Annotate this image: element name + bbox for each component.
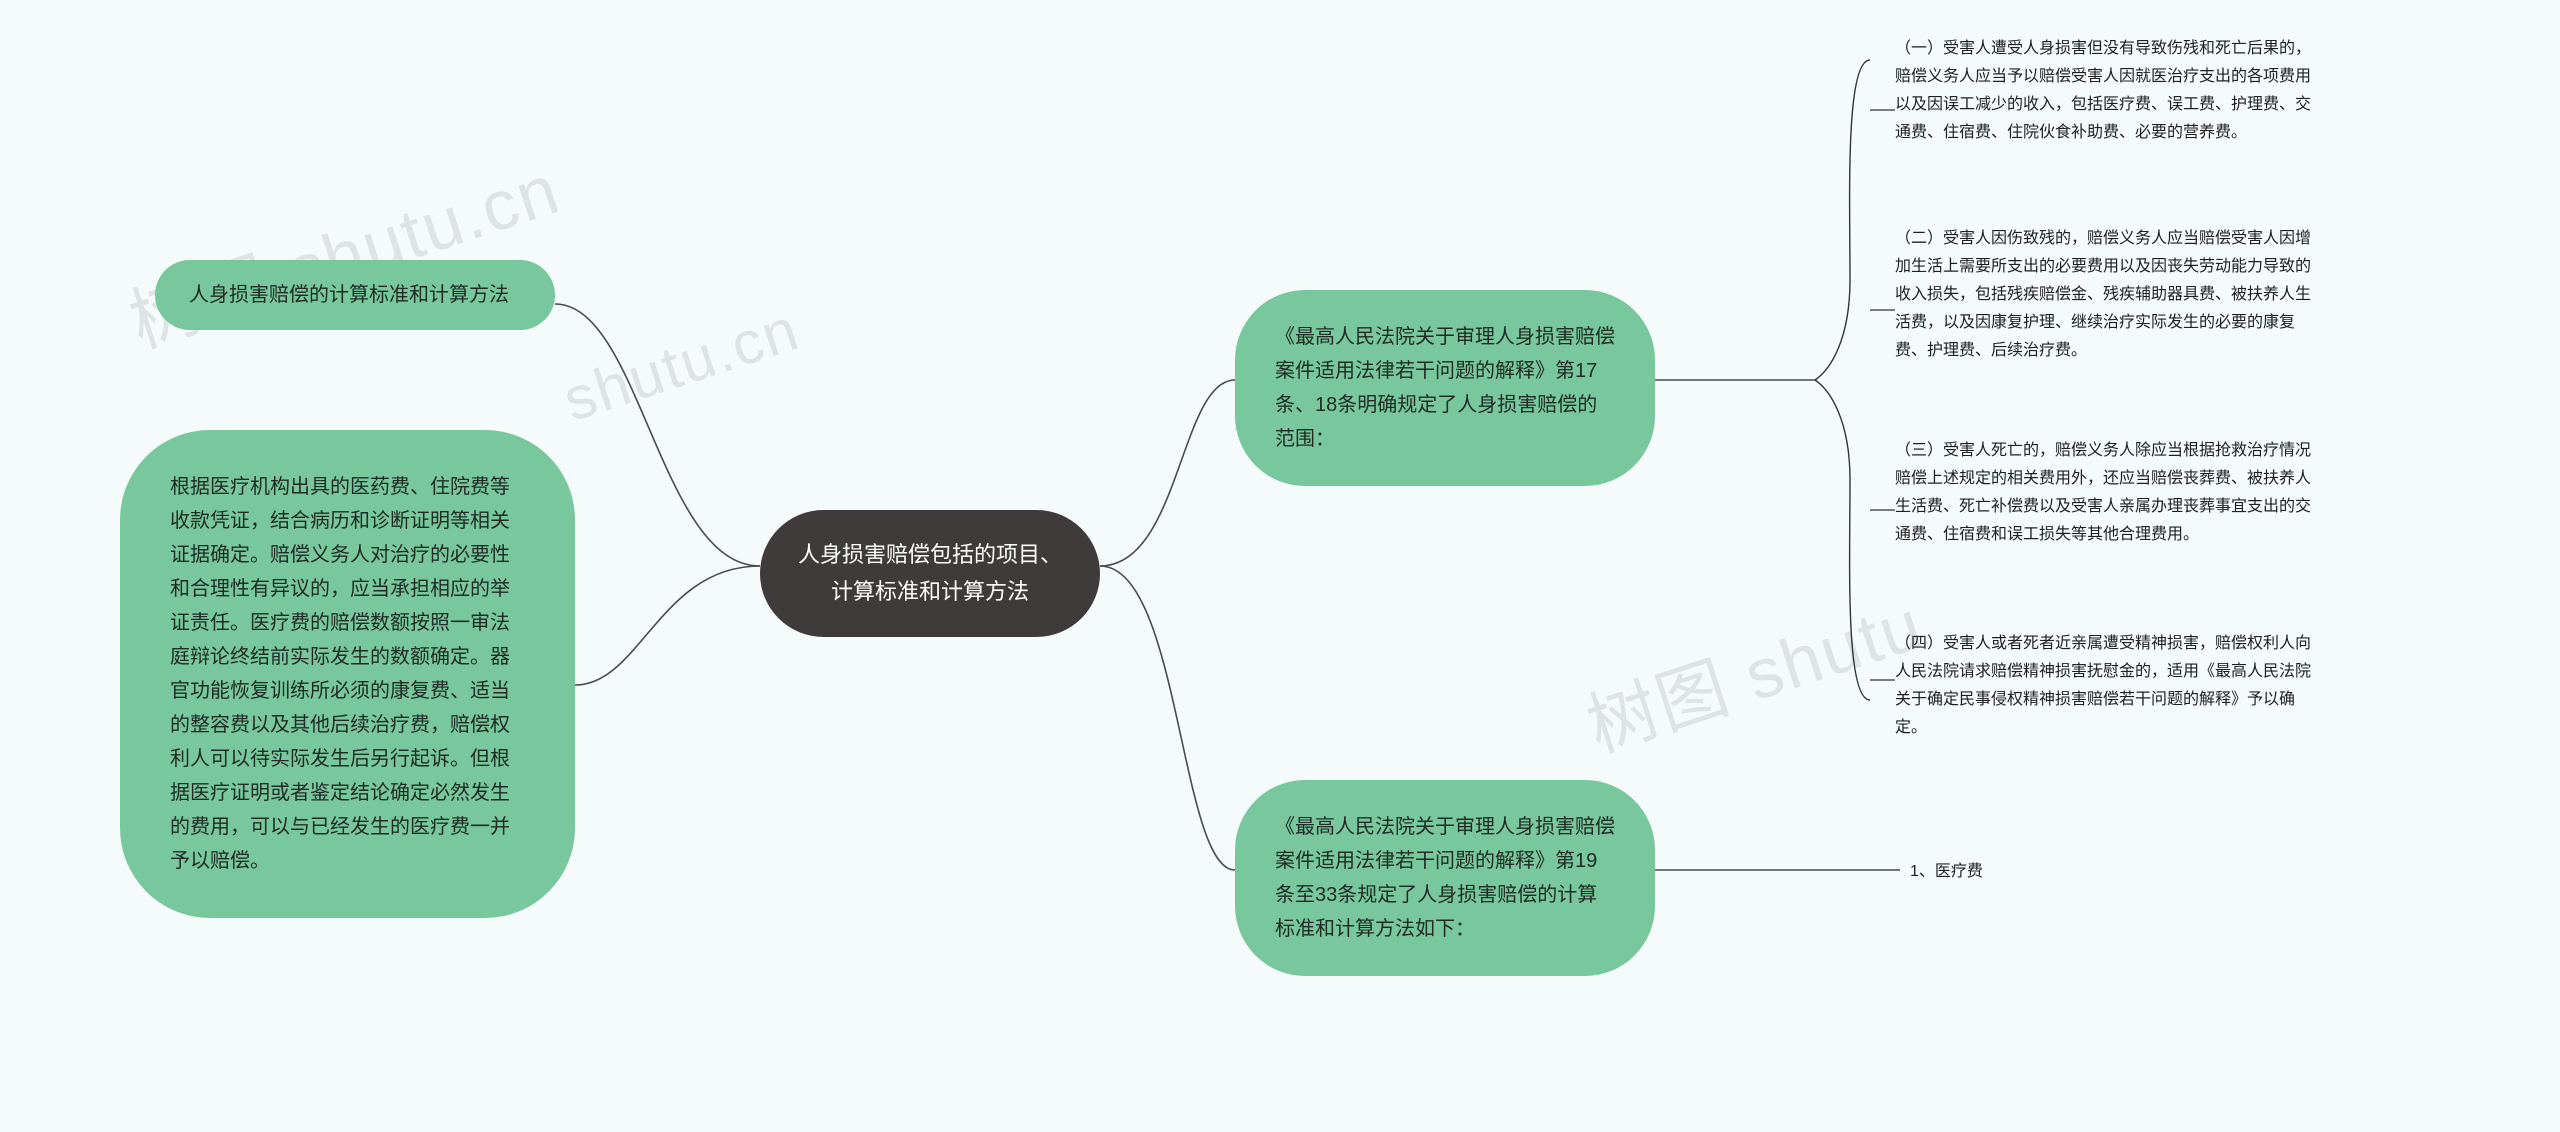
- leaf-node[interactable]: （三）受害人死亡的，赔偿义务人除应当根据抢救治疗情况赔偿上述规定的相关费用外，还…: [1895, 437, 2315, 549]
- branch-left-2[interactable]: 根据医疗机构出具的医药费、住院费等收款凭证，结合病历和诊断证明等相关证据确定。赔…: [120, 430, 575, 918]
- edge: [575, 566, 760, 685]
- leaf-node[interactable]: （二）受害人因伤致残的，赔偿义务人应当赔偿受害人因增加生活上需要所支出的必要费用…: [1895, 225, 2315, 365]
- central-topic-label: 人身损害赔偿包括的项目、计算标准和计算方法: [794, 536, 1066, 611]
- leaf-node[interactable]: （四）受害人或者死者近亲属遭受精神损害，赔偿权利人向人民法院请求赔偿精神损害抚慰…: [1895, 630, 2315, 742]
- edge: [1100, 566, 1235, 870]
- branch-label: 《最高人民法院关于审理人身损害赔偿案件适用法律若干问题的解释》第17条、18条明…: [1275, 320, 1615, 456]
- leaf-node[interactable]: 1、医疗费: [1910, 858, 2060, 886]
- branch-right-1[interactable]: 《最高人民法院关于审理人身损害赔偿案件适用法律若干问题的解释》第17条、18条明…: [1235, 290, 1655, 486]
- branch-label: 人身损害赔偿的计算标准和计算方法: [189, 278, 509, 312]
- leaf-text: （一）受害人遭受人身损害但没有导致伤残和死亡后果的，赔偿义务人应当予以赔偿受害人…: [1895, 40, 2311, 141]
- edge: [555, 304, 760, 566]
- branch-label: 根据医疗机构出具的医药费、住院费等收款凭证，结合病历和诊断证明等相关证据确定。赔…: [170, 470, 525, 878]
- branch-label: 《最高人民法院关于审理人身损害赔偿案件适用法律若干问题的解释》第19条至33条规…: [1275, 810, 1615, 946]
- leaf-text: （四）受害人或者死者近亲属遭受精神损害，赔偿权利人向人民法院请求赔偿精神损害抚慰…: [1895, 635, 2311, 736]
- branch-left-1[interactable]: 人身损害赔偿的计算标准和计算方法: [155, 260, 555, 330]
- brace: [1815, 60, 1870, 700]
- leaf-text: （二）受害人因伤致残的，赔偿义务人应当赔偿受害人因增加生活上需要所支出的必要费用…: [1895, 230, 2311, 359]
- mindmap-canvas: 树图 shutu.cn shutu.cn 树图 shutu 人身损害赔偿包括的项…: [0, 0, 2560, 1132]
- leaf-text: （三）受害人死亡的，赔偿义务人除应当根据抢救治疗情况赔偿上述规定的相关费用外，还…: [1895, 442, 2311, 543]
- leaf-text: 1、医疗费: [1910, 863, 1983, 880]
- branch-right-2[interactable]: 《最高人民法院关于审理人身损害赔偿案件适用法律若干问题的解释》第19条至33条规…: [1235, 780, 1655, 976]
- central-topic[interactable]: 人身损害赔偿包括的项目、计算标准和计算方法: [760, 510, 1100, 637]
- edge: [1100, 380, 1235, 566]
- leaf-node[interactable]: （一）受害人遭受人身损害但没有导致伤残和死亡后果的，赔偿义务人应当予以赔偿受害人…: [1895, 35, 2315, 147]
